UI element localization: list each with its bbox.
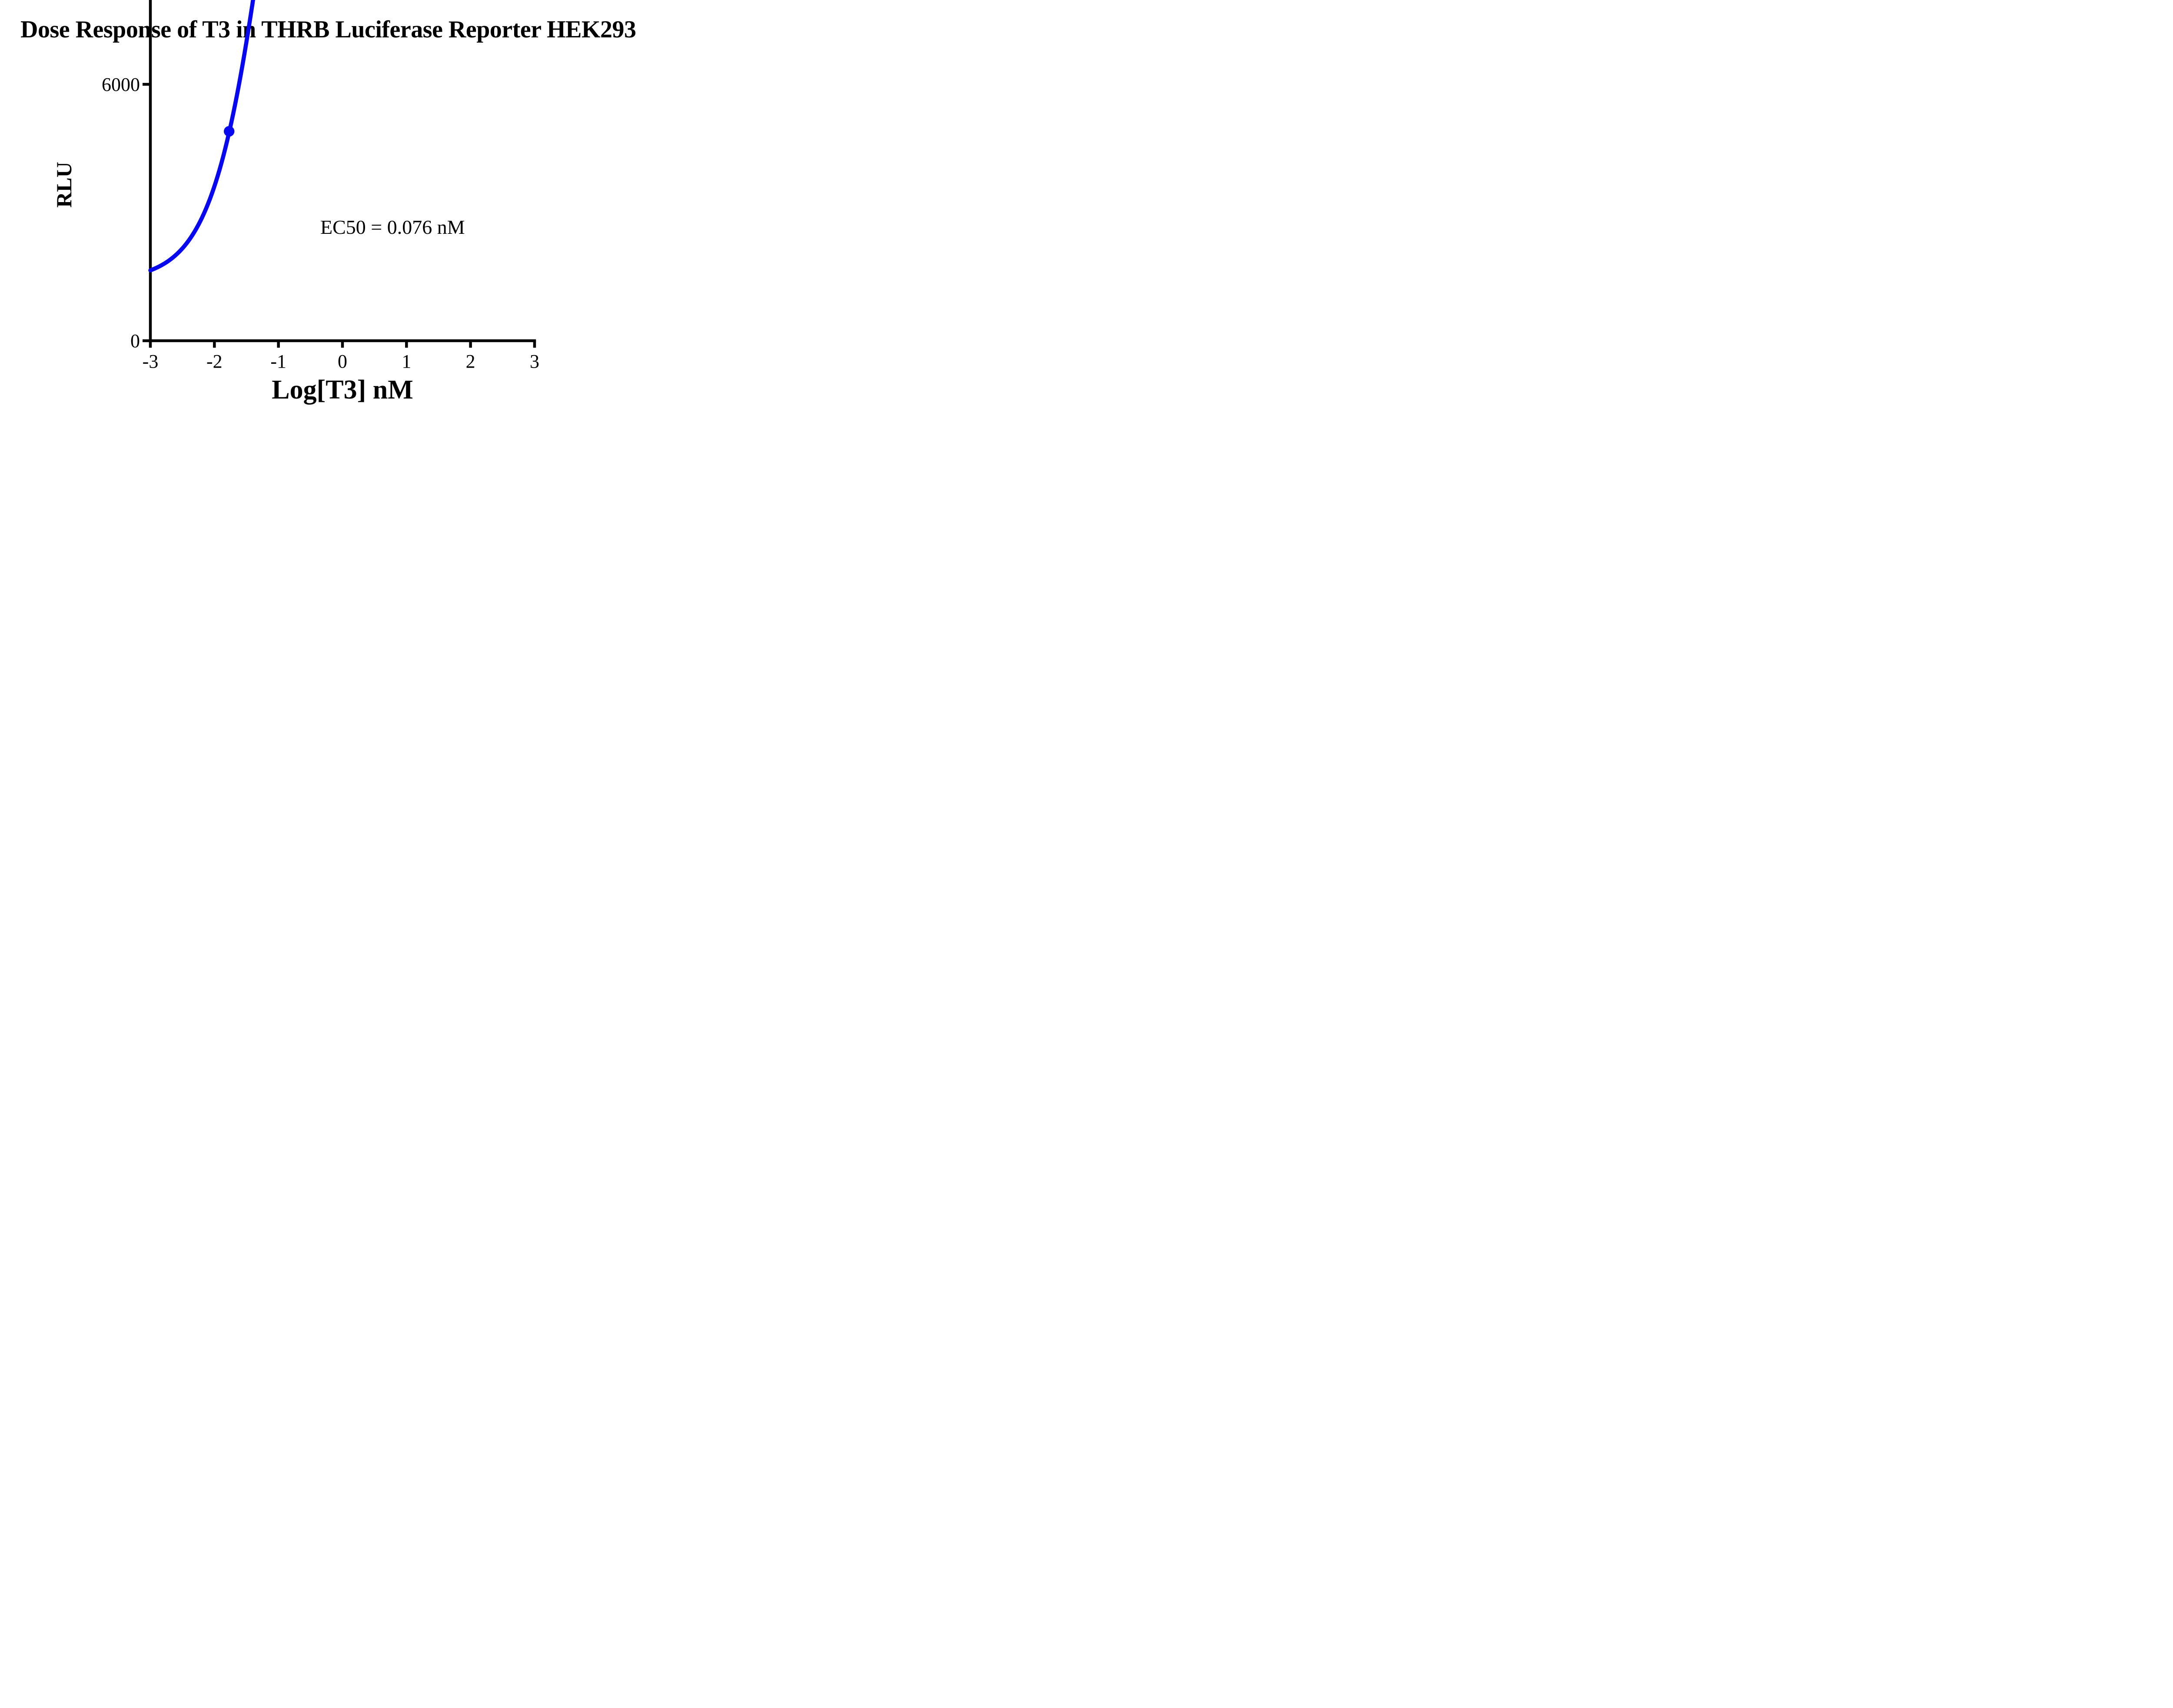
x-tick-label: 0 [338,351,347,372]
x-tick-label: 3 [530,351,539,372]
x-tick-label: -2 [206,351,223,372]
y-tick-label: 6000 [102,74,140,95]
x-axis-title: Log[T3] nM [272,375,413,405]
dose-response-figure: Dose Response of T3 in THRB Luciferase R… [0,0,686,427]
x-tick-label: 2 [466,351,475,372]
chart-title: Dose Response of T3 in THRB Luciferase R… [20,16,636,43]
x-tick-label: 1 [402,351,411,372]
data-point-marker [224,126,235,137]
x-tick-label: -1 [270,351,286,372]
ec50-annotation: EC50 = 0.076 nM [320,216,465,238]
fit-curve [148,0,256,272]
x-tick-label: -3 [143,351,159,372]
y-tick-label: 0 [130,330,140,352]
